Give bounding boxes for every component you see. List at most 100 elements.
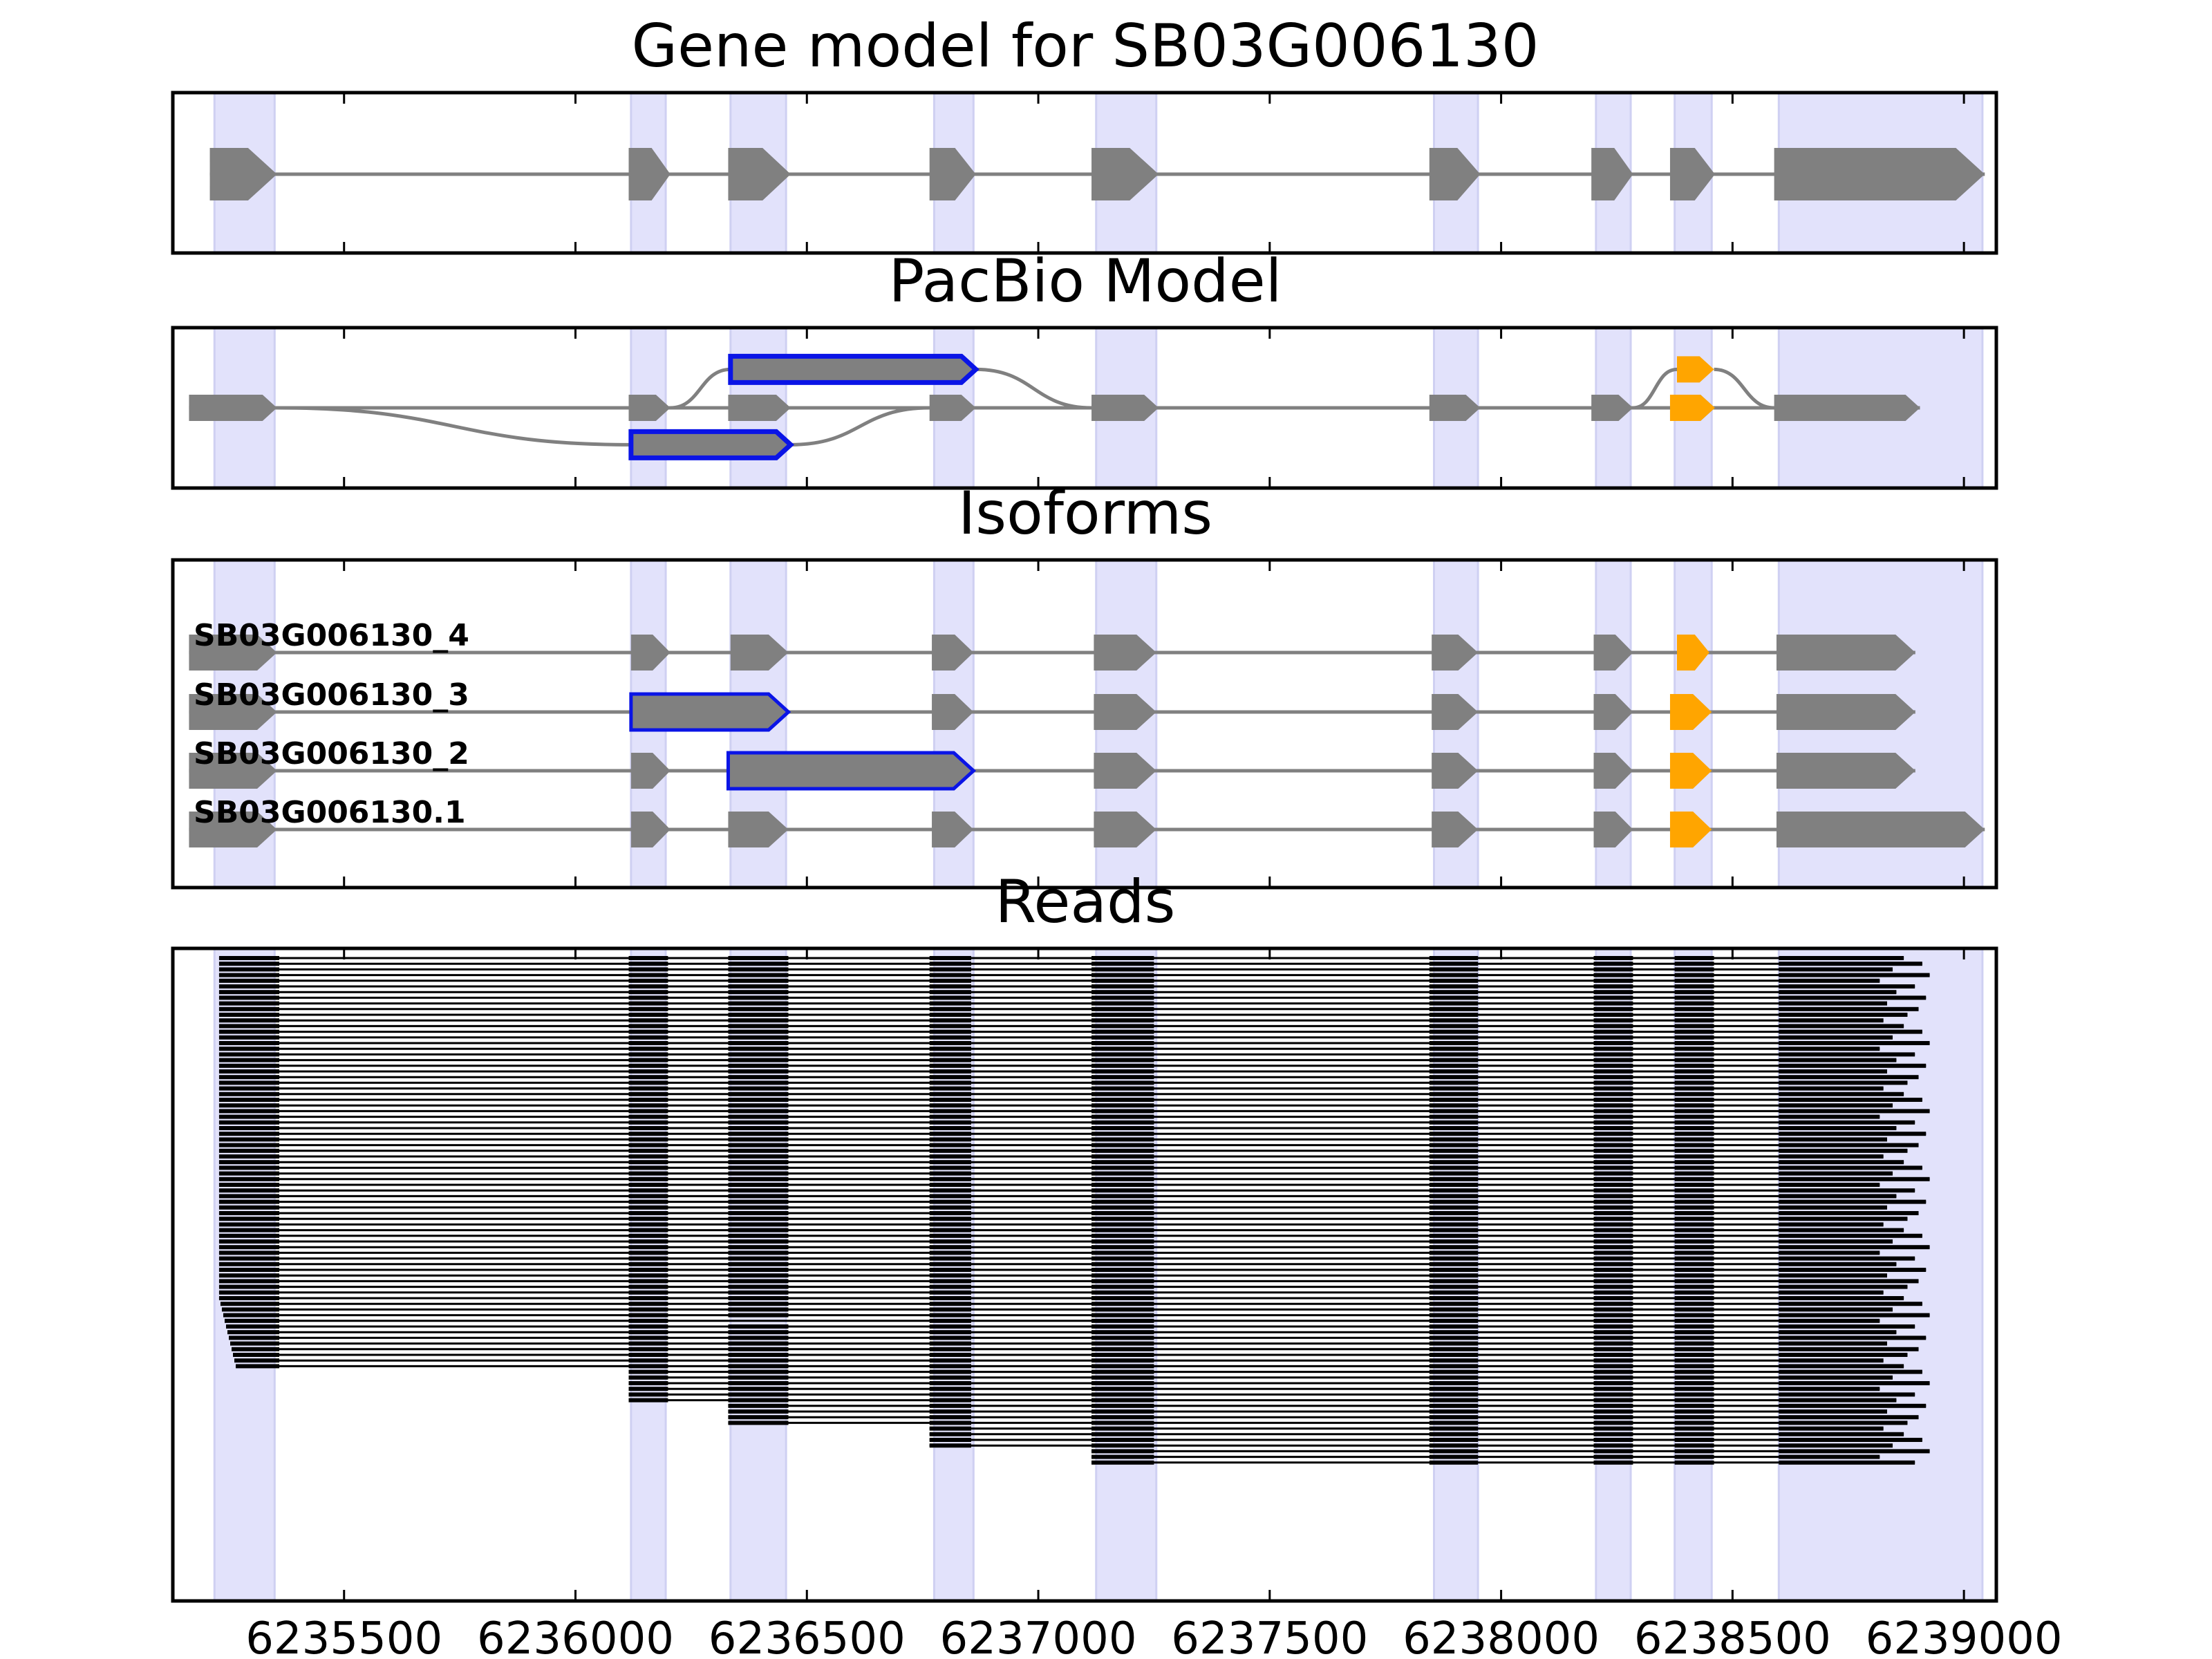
- read-exon: [1674, 1296, 1714, 1300]
- read-exon: [1779, 1211, 1919, 1215]
- read-exon: [929, 1137, 971, 1142]
- isoform-2-exon-7: [1669, 694, 1712, 730]
- read-exon: [1674, 1307, 1714, 1312]
- read-exon: [1091, 1018, 1154, 1023]
- read-exon: [1593, 1177, 1633, 1181]
- read-exon: [1429, 1098, 1479, 1102]
- read-exon: [1091, 1041, 1154, 1045]
- read-exon: [1593, 1324, 1633, 1329]
- read-exon: [1593, 1375, 1633, 1380]
- read-exon: [1593, 1426, 1633, 1431]
- read-exon: [929, 1120, 971, 1125]
- read-exon: [1091, 1460, 1154, 1465]
- read-exon: [1091, 1114, 1154, 1119]
- read-exon: [628, 1211, 668, 1215]
- read-exon: [1091, 956, 1154, 960]
- read-exon: [1674, 1075, 1714, 1080]
- read-exon: [1593, 1250, 1633, 1255]
- pacbio-path1-exon-1: [189, 395, 277, 421]
- read-exon: [728, 1120, 789, 1125]
- read-exon: [220, 1302, 279, 1306]
- read-exon: [1593, 1103, 1633, 1108]
- read-exon: [1091, 1335, 1154, 1340]
- read-exon: [628, 1063, 668, 1068]
- read-exon: [1593, 1171, 1633, 1176]
- splice-curve: [975, 367, 1092, 410]
- read-exon: [1593, 1233, 1633, 1238]
- read-exon: [929, 1330, 971, 1335]
- read-exon: [1593, 1460, 1633, 1465]
- read-exon: [1429, 1103, 1479, 1108]
- read-exon: [1674, 1330, 1714, 1335]
- read-exon: [1091, 1001, 1154, 1006]
- read-exon: [929, 1296, 971, 1300]
- read-exon: [1091, 1347, 1154, 1351]
- read-exon: [1091, 1075, 1154, 1080]
- read-exon: [1593, 1387, 1633, 1391]
- read-exon: [1429, 1177, 1479, 1181]
- read-exon: [929, 1029, 971, 1034]
- read-exon: [218, 1256, 279, 1261]
- read-exon: [1779, 1432, 1904, 1436]
- read-exon: [728, 1047, 789, 1051]
- read-exon: [1429, 1454, 1479, 1459]
- read-exon: [1091, 1165, 1154, 1170]
- read-exon: [1429, 1256, 1479, 1261]
- read-exon: [728, 1290, 789, 1295]
- read-exon: [1779, 1318, 1880, 1323]
- read-exon: [1779, 1132, 1927, 1136]
- isoform-1-exon-8: [1677, 635, 1709, 671]
- read-exon: [1091, 1364, 1154, 1369]
- read-exon: [1779, 1171, 1893, 1176]
- read-exon: [1674, 1154, 1714, 1159]
- read-exon: [1429, 1080, 1479, 1085]
- read-exon: [728, 1369, 789, 1374]
- read-exon: [1091, 1086, 1154, 1091]
- read-exon: [1091, 1143, 1154, 1147]
- read-exon: [1091, 1052, 1154, 1057]
- read-exon: [1593, 1279, 1633, 1284]
- read-exon: [728, 1421, 789, 1425]
- read-exon: [1779, 1114, 1880, 1119]
- read-exon: [1429, 1358, 1479, 1363]
- read-exon: [218, 1006, 279, 1011]
- read-exon: [929, 995, 971, 1000]
- read-exon: [1429, 1035, 1479, 1040]
- read-exon: [1779, 1148, 1908, 1153]
- read-exon: [1091, 1211, 1154, 1215]
- read-exon: [1674, 1058, 1714, 1062]
- read-exon: [1674, 1165, 1714, 1170]
- pacbio-path1-exon-2: [628, 395, 671, 421]
- read-exon: [728, 1284, 789, 1289]
- read-exon: [1429, 1086, 1479, 1091]
- read-exon: [628, 1341, 668, 1346]
- read-exon: [227, 1330, 279, 1335]
- x-tick-label: 6238000: [1403, 1613, 1600, 1659]
- isoform-3-exon-4: [1094, 753, 1156, 789]
- read-exon: [1593, 1381, 1633, 1385]
- read-exon: [1779, 1313, 1930, 1318]
- read-exon: [1779, 1290, 1884, 1295]
- read-exon: [1779, 990, 1897, 995]
- read-exon: [1674, 1353, 1714, 1357]
- isoform-2-exon-6: [1593, 694, 1633, 730]
- read-exon: [1429, 1183, 1479, 1187]
- read-exon: [628, 978, 668, 983]
- read-exon: [1593, 1284, 1633, 1289]
- read-exon: [1674, 1080, 1714, 1085]
- read-exon: [929, 1024, 971, 1029]
- read-exon: [728, 1409, 789, 1414]
- read-exon: [1674, 1222, 1714, 1227]
- isoform-2-exon-3: [932, 694, 974, 730]
- read-exon: [628, 990, 668, 995]
- read-exon: [628, 1080, 668, 1085]
- read-exon: [1593, 1330, 1633, 1335]
- isoform-1-exon-6: [1432, 635, 1479, 671]
- read-exon: [1429, 1063, 1479, 1068]
- read-exon: [1779, 962, 1922, 966]
- read-exon: [728, 1035, 789, 1040]
- read-exon: [1091, 1245, 1154, 1250]
- read-exon: [628, 967, 668, 972]
- isoform-label: SB03G006130.1: [194, 795, 466, 830]
- read-exon: [1779, 1364, 1904, 1369]
